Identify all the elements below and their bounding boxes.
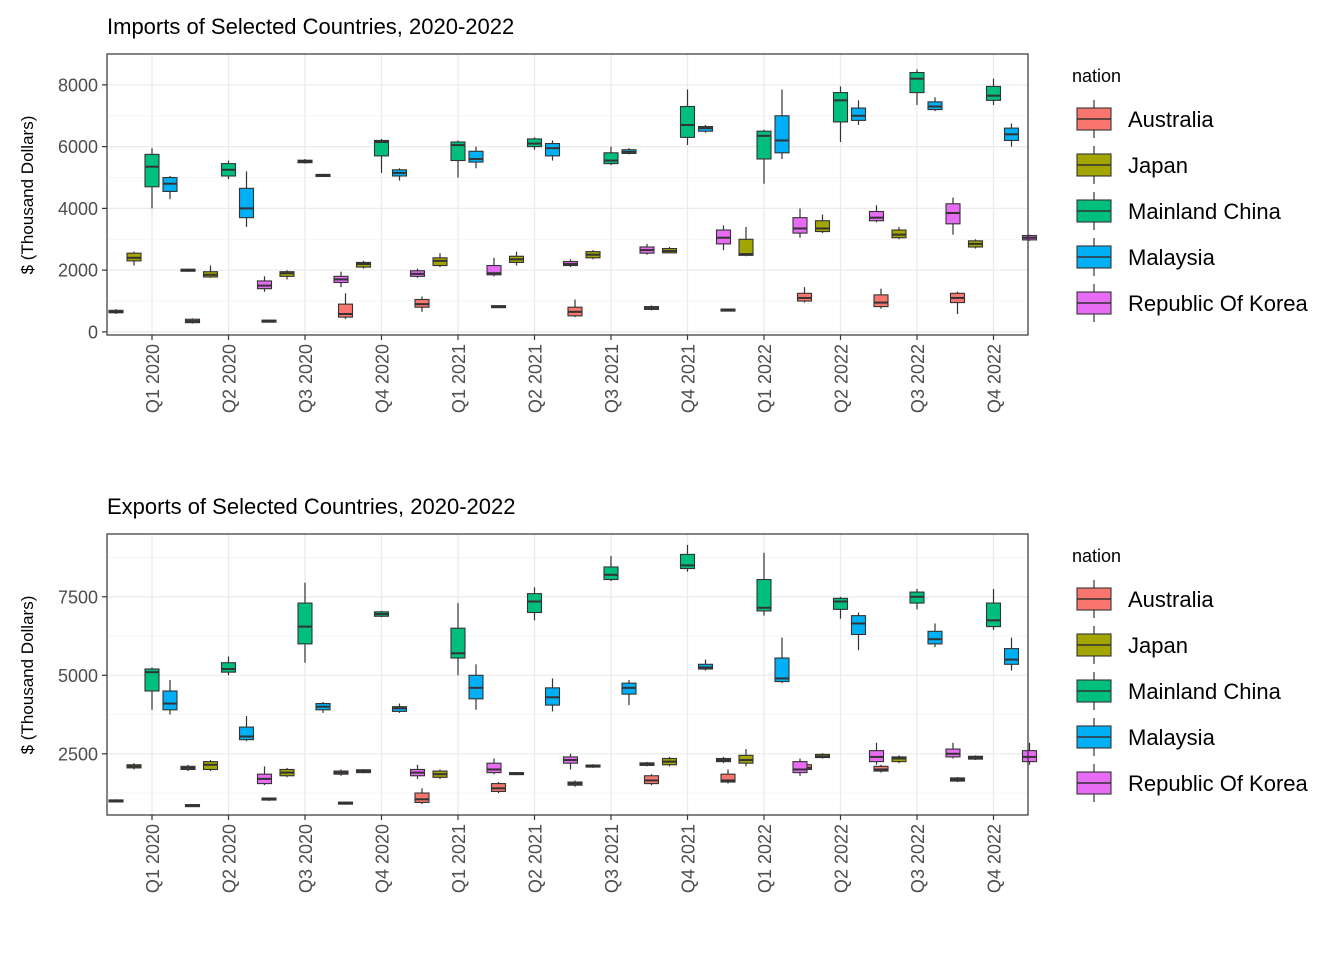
exports-y-axis-label: $ (Thousand Dollars) [18,596,37,755]
exports-box [985,602,1002,628]
imports-box [144,153,160,188]
imports-box [450,141,466,162]
exports-x-tick-label: Q4 2021 [679,824,699,893]
exports-x-tick-label: Q3 2022 [908,824,928,893]
exports-x-tick-label: Q3 2021 [602,824,622,893]
imports-panel-border [106,53,1029,336]
exports-box [526,593,543,614]
imports-x-tick-label: Q2 2021 [526,344,546,413]
imports-x-tick-label: Q3 2022 [908,344,928,413]
exports-box [450,627,466,659]
imports-x-tick-label: Q1 2020 [143,344,163,413]
imports-legend-label: Japan [1128,153,1188,178]
imports-box [909,71,925,94]
imports-y-tick-label: 6000 [58,137,98,157]
imports-x-tick-label: Q2 2020 [220,344,240,413]
imports-box [738,238,754,256]
exports-x-tick-label: Q1 2021 [449,824,469,893]
imports-box [373,139,390,157]
exports-chart-title: Exports of Selected Countries, 2020-2022 [107,494,515,519]
exports-legend-label: Malaysia [1128,725,1216,750]
exports-box [679,553,696,570]
imports-chart: Imports of Selected Countries, 2020-2022… [18,14,1309,413]
exports-panel-border [106,533,1029,816]
exports-box [144,668,160,692]
imports-x-tick-label: Q4 2022 [985,344,1005,413]
imports-x-tick-label: Q3 2021 [602,344,622,413]
exports-box [1003,648,1020,665]
exports-x-tick-label: Q2 2021 [526,824,546,893]
imports-x-tick-label: Q3 2020 [296,344,316,413]
exports-box [850,615,867,636]
imports-box [868,210,885,222]
imports-x-tick-label: Q4 2021 [679,344,699,413]
exports-box [927,630,943,645]
exports-x-tick-label: Q3 2020 [296,824,316,893]
imports-y-tick-label: 4000 [58,199,98,219]
imports-box [832,92,849,123]
imports-x-tick-label: Q2 2022 [832,344,852,413]
exports-box [792,761,808,774]
imports-legend-label: Republic Of Korea [1128,291,1309,316]
imports-box [756,130,772,160]
imports-legend-label: Australia [1128,107,1214,132]
exports-legend-label: Japan [1128,633,1188,658]
imports-y-tick-label: 0 [88,322,98,342]
exports-legend-title: nation [1072,546,1121,566]
imports-legend-label: Mainland China [1128,199,1282,224]
imports-box [873,294,889,308]
imports-y-tick-label: 2000 [58,261,98,281]
imports-y-axis-label: $ (Thousand Dollars) [18,116,37,275]
exports-box [720,773,736,783]
imports-box [679,105,696,138]
exports-box [414,792,430,803]
exports-x-tick-label: Q2 2020 [220,824,240,893]
imports-x-tick-label: Q1 2021 [449,344,469,413]
imports-box [544,142,561,157]
imports-box [814,220,831,233]
imports-box [985,85,1002,101]
imports-box [603,152,619,165]
imports-legend-label: Malaysia [1128,245,1216,270]
exports-x-tick-label: Q1 2020 [143,824,163,893]
exports-legend-label: Mainland China [1128,679,1282,704]
imports-legend-title: nation [1072,66,1121,86]
exports-box [832,597,849,610]
exports-box [756,578,772,612]
exports-legend-label: Republic Of Korea [1128,771,1309,796]
exports-box [774,657,790,683]
exports-box [603,566,619,581]
exports-box [220,662,237,673]
imports-box [792,217,808,234]
exports-y-tick-label: 2500 [58,744,98,764]
exports-x-tick-label: Q1 2022 [755,824,775,893]
imports-box [337,303,354,318]
exports-chart: Exports of Selected Countries, 2020-2022… [18,494,1309,893]
exports-plot-area [107,534,1028,815]
imports-box [486,264,502,276]
exports-box [238,726,255,741]
imports-x-tick-label: Q4 2020 [373,344,393,413]
exports-x-tick-label: Q4 2022 [985,824,1005,893]
exports-x-tick-label: Q4 2020 [373,824,393,893]
exports-legend-label: Australia [1128,587,1214,612]
imports-box [238,187,255,219]
exports-y-tick-label: 7500 [58,587,98,607]
imports-box [850,107,867,121]
exports-box [162,690,178,711]
imports-box [774,115,790,154]
exports-box [486,762,502,774]
imports-chart-title: Imports of Selected Countries, 2020-2022 [107,14,514,39]
imports-y-tick-label: 8000 [58,75,98,95]
imports-box [468,150,484,163]
imports-x-tick-label: Q1 2022 [755,344,775,413]
exports-x-tick-label: Q2 2022 [832,824,852,893]
exports-y-tick-label: 5000 [58,666,98,686]
exports-box [297,602,313,645]
